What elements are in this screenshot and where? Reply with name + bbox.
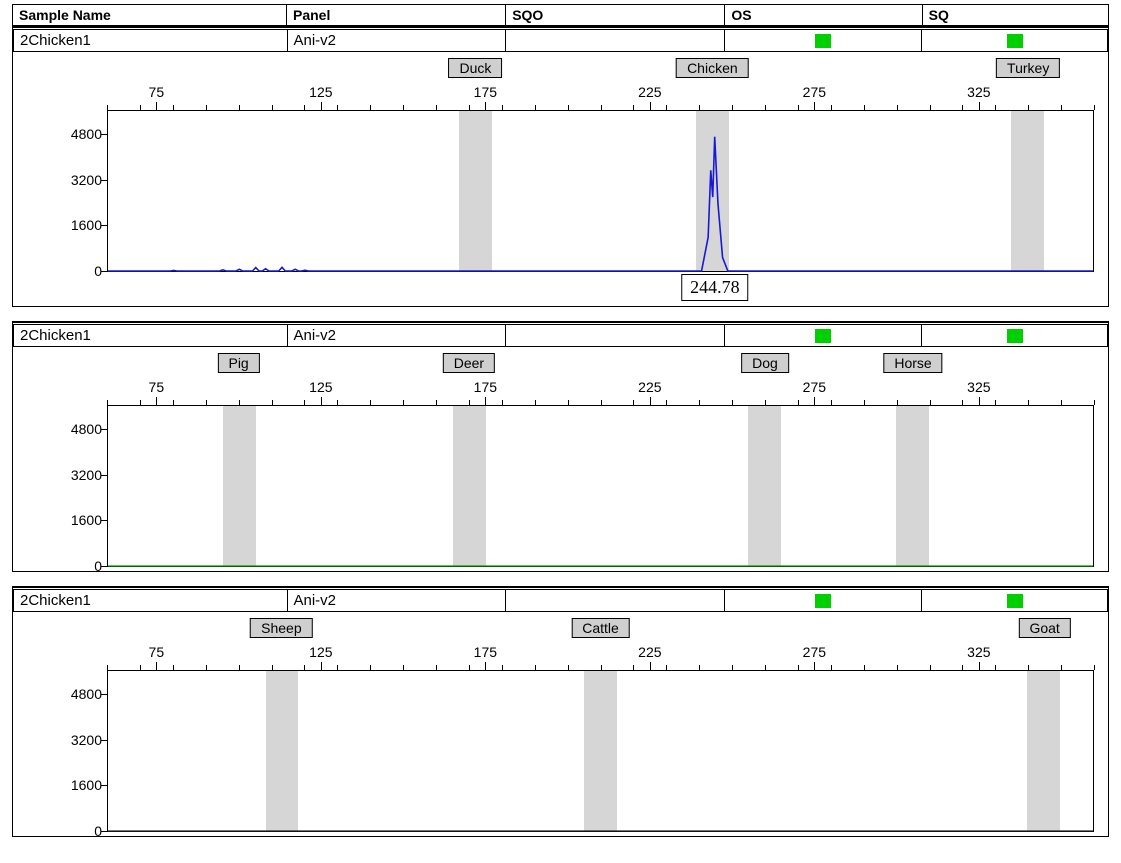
status-square-icon — [815, 594, 831, 608]
marker-duck: Duck — [449, 58, 503, 78]
xtick-label: 275 — [803, 84, 826, 100]
x-axis: 75 125 175 225 275 325 — [107, 379, 1094, 405]
ytick-label: 3200 — [71, 732, 102, 748]
header-table: Sample NamePanelSQOOSSQ — [12, 4, 1109, 26]
plot-area: 0160032004800 — [107, 670, 1094, 832]
xtick-label: 275 — [803, 379, 826, 395]
marker-row: Sheep Cattle Goat — [107, 618, 1094, 642]
ytick-label: 4800 — [71, 421, 102, 437]
trace-line — [108, 111, 1093, 271]
xtick-label: 325 — [967, 644, 990, 660]
xtick-label: 125 — [309, 379, 332, 395]
header-col-sq: SQ — [922, 5, 1108, 26]
sqo-value — [506, 589, 725, 612]
plot-area: 0160032004800 — [107, 110, 1094, 272]
x-axis: 75 125 175 225 275 325 — [107, 84, 1094, 110]
x-axis: 75 125 175 225 275 325 — [107, 644, 1094, 670]
os-status — [725, 589, 922, 612]
header-col-sample-name: Sample Name — [13, 5, 287, 26]
xtick-label: 275 — [803, 644, 826, 660]
xtick-label: 175 — [474, 379, 497, 395]
marker-goat: Goat — [1018, 618, 1070, 638]
electropherogram-panel: 2Chicken1Ani-v2 Pig Deer Dog Horse 75 125 175 22… — [12, 321, 1109, 572]
ytick-label: 3200 — [71, 172, 102, 188]
xtick-label: 325 — [967, 84, 990, 100]
xtick-label: 175 — [474, 84, 497, 100]
ytick-label: 4800 — [71, 686, 102, 702]
plot-area: 0160032004800 — [107, 405, 1094, 567]
ytick-label: 1600 — [71, 777, 102, 793]
electropherogram-panel: 2Chicken1Ani-v2 Duck Chicken Turkey 75 125 175… — [12, 26, 1109, 307]
peak-label: 244.78 — [681, 274, 749, 301]
panel-name: Ani-v2 — [287, 589, 506, 612]
marker-deer: Deer — [443, 353, 495, 373]
sample-name: 2Chicken1 — [14, 29, 288, 52]
sqo-value — [506, 324, 725, 347]
xtick-label: 125 — [309, 84, 332, 100]
status-square-icon — [1007, 329, 1023, 343]
panel-info-row: 2Chicken1Ani-v2 — [13, 27, 1108, 52]
trace-line — [108, 671, 1093, 831]
status-square-icon — [1007, 34, 1023, 48]
panel-name: Ani-v2 — [287, 324, 506, 347]
y-axis: 0160032004800 — [52, 406, 106, 566]
electropherogram-panel: 2Chicken1Ani-v2 Sheep Cattle Goat 75 125 175 22… — [12, 586, 1109, 837]
ytick-label: 3200 — [71, 467, 102, 483]
panel-info-row: 2Chicken1Ani-v2 — [13, 587, 1108, 612]
xtick-label: 175 — [474, 644, 497, 660]
sqo-value — [506, 29, 725, 52]
ytick-label: 1600 — [71, 217, 102, 233]
sq-status — [922, 29, 1108, 52]
y-axis: 0160032004800 — [52, 111, 106, 271]
ytick-label: 1600 — [71, 512, 102, 528]
ytick-label: 4800 — [71, 126, 102, 142]
trace-line — [108, 406, 1093, 566]
xtick-label: 225 — [638, 84, 661, 100]
status-square-icon — [815, 329, 831, 343]
sample-name: 2Chicken1 — [14, 589, 288, 612]
os-status — [725, 29, 922, 52]
marker-row: Duck Chicken Turkey — [107, 58, 1094, 82]
xtick-label: 325 — [967, 379, 990, 395]
status-square-icon — [1007, 594, 1023, 608]
marker-row: Pig Deer Dog Horse — [107, 353, 1094, 377]
marker-cattle: Cattle — [571, 618, 630, 638]
marker-chicken: Chicken — [676, 58, 749, 78]
sq-status — [922, 324, 1108, 347]
marker-horse: Horse — [883, 353, 942, 373]
xtick-label: 75 — [149, 379, 165, 395]
header-col-os: OS — [725, 5, 922, 26]
sq-status — [922, 589, 1108, 612]
status-square-icon — [815, 34, 831, 48]
marker-dog: Dog — [741, 353, 789, 373]
os-status — [725, 324, 922, 347]
xtick-label: 225 — [638, 379, 661, 395]
marker-turkey: Turkey — [996, 58, 1060, 78]
xtick-label: 225 — [638, 644, 661, 660]
sample-name: 2Chicken1 — [14, 324, 288, 347]
marker-sheep: Sheep — [250, 618, 312, 638]
xtick-label: 75 — [149, 84, 165, 100]
y-axis: 0160032004800 — [52, 671, 106, 831]
panel-name: Ani-v2 — [287, 29, 506, 52]
header-col-sqo: SQO — [506, 5, 725, 26]
header-col-panel: Panel — [287, 5, 506, 26]
xtick-label: 75 — [149, 644, 165, 660]
panel-info-row: 2Chicken1Ani-v2 — [13, 322, 1108, 347]
xtick-label: 125 — [309, 644, 332, 660]
marker-pig: Pig — [217, 353, 259, 373]
